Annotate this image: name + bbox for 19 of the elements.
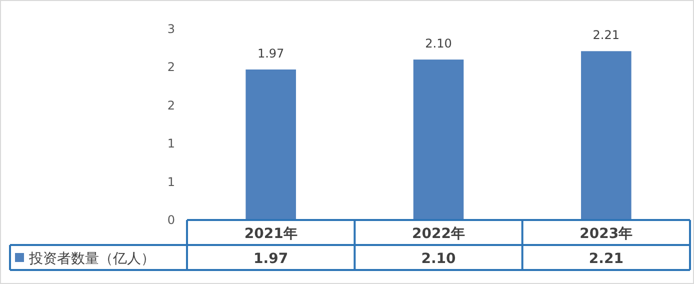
- text: 2.10: [425, 36, 452, 51]
- x-tick-label: 2023年: [580, 226, 633, 242]
- y-tick-label: 1: [167, 174, 175, 189]
- bar: [413, 60, 464, 220]
- bar: [246, 69, 296, 220]
- y-tick-label: 2: [167, 98, 175, 112]
- data-label: 2.10: [421, 251, 456, 267]
- data-label: 1.97: [254, 251, 288, 267]
- legend-label: 投资者数量（亿人）: [28, 251, 155, 267]
- data-label: 2.21: [588, 251, 624, 267]
- y-tick-label: 0: [167, 213, 175, 227]
- x-tick-label: 2022年: [412, 226, 465, 242]
- text: 1.97: [257, 46, 284, 60]
- text: 2.21: [592, 28, 620, 42]
- y-tick-label: 2: [167, 60, 175, 74]
- x-tick-label: 2021年: [244, 226, 298, 242]
- y-tick-label: 3: [167, 22, 175, 36]
- y-tick-label: 1: [167, 136, 175, 151]
- bar: [581, 51, 632, 220]
